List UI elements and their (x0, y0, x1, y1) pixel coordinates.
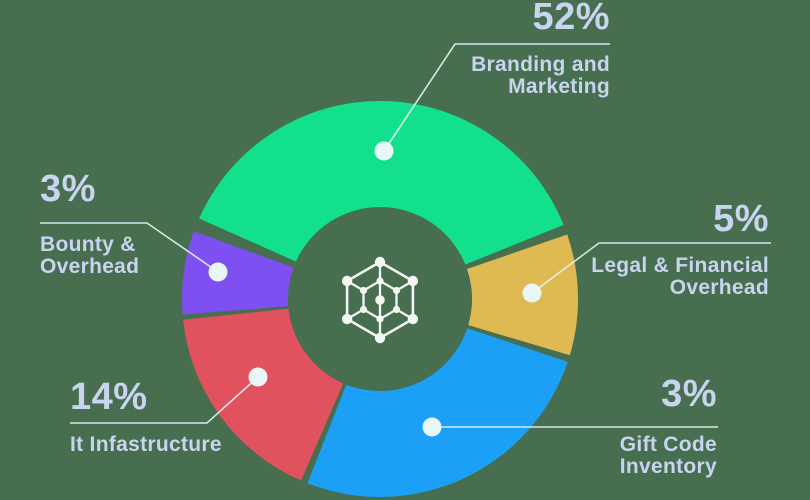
donut-slice-legal (466, 234, 579, 356)
slice-percent-gift: 3% (661, 373, 717, 415)
slice-label-branding: Branding and Marketing (471, 54, 610, 98)
leader-line-branding (374, 43, 610, 161)
leader-lines (40, 43, 771, 437)
slice-marker-dot-bounty (208, 262, 228, 282)
donut-slice-branding (199, 100, 564, 265)
slice-marker-dot-branding (374, 141, 394, 161)
slice-label-it: It Infastructure (70, 434, 222, 456)
slice-label-line: Bounty & (40, 233, 136, 256)
slice-label-line: Overhead (669, 276, 769, 299)
network-cube-icon (341, 256, 419, 344)
leader-line-bounty (40, 222, 228, 282)
donut-slice-it (183, 308, 344, 481)
slice-marker-dot-it (248, 367, 268, 387)
slice-marker-dot-gift (422, 417, 442, 437)
slice-label-bounty: Bounty & Overhead (40, 234, 139, 278)
slice-marker-dot-legal (522, 283, 542, 303)
slice-percent-legal: 5% (713, 198, 769, 240)
slice-label-legal: Legal & Financial Overhead (591, 255, 769, 299)
slice-label-gift: Gift Code Inventory (620, 434, 717, 478)
slice-label-line: Overhead (40, 255, 140, 278)
leader-line-gift (422, 417, 718, 437)
slice-percent-branding: 52% (532, 0, 610, 38)
slice-label-line: Gift Code (619, 433, 717, 456)
slice-label-line: Branding and (471, 53, 610, 76)
slice-percent-bounty: 3% (40, 168, 96, 210)
donut-slices (182, 100, 579, 497)
slice-label-line: It Infastructure (70, 433, 222, 456)
donut-slice-bounty (182, 231, 294, 315)
donut-slice-gift (307, 328, 568, 497)
slice-label-line: Legal & Financial (591, 254, 769, 277)
leader-line-legal (522, 242, 771, 303)
leader-line-it (70, 367, 268, 424)
slice-percent-it: 14% (70, 376, 148, 418)
slice-label-line: Marketing (508, 75, 610, 98)
slice-label-line: Inventory (619, 455, 717, 478)
